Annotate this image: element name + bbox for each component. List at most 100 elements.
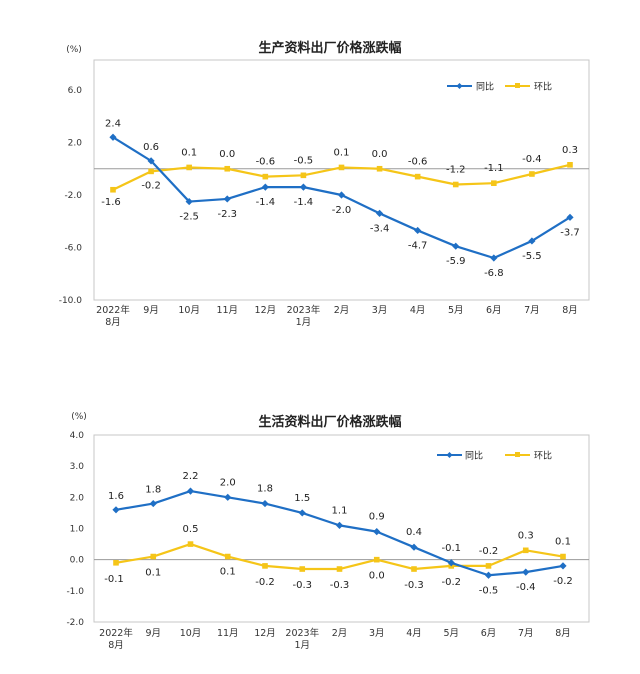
data-point-mom: [299, 566, 306, 572]
data-point-mom: [338, 164, 345, 171]
data-point-yoy: [186, 487, 195, 495]
legend-marker-yoy: [456, 83, 463, 89]
data-point-yoy: [261, 499, 269, 508]
x-tick-label: 8月: [105, 317, 121, 328]
data-point-mom: [148, 168, 154, 175]
data-point-mom: [373, 556, 380, 563]
data-label-yoy: -6.8: [484, 268, 504, 279]
data-point-yoy: [335, 521, 344, 529]
data-label-yoy: -2.5: [179, 212, 199, 223]
x-tick-label: 3月: [372, 305, 388, 316]
y-tick-label: 1.0: [70, 525, 85, 535]
x-tick-label: 2月: [332, 628, 348, 639]
data-label-yoy: 1.8: [145, 485, 161, 496]
data-label-yoy: -5.5: [522, 251, 542, 262]
data-label-yoy: 0.4: [406, 527, 422, 538]
data-label-yoy: -1.4: [294, 197, 314, 208]
data-point-yoy: [452, 242, 460, 250]
x-tick-label: 11月: [217, 628, 239, 639]
data-point-yoy: [373, 528, 381, 536]
legend-label-yoy: 同比: [476, 81, 494, 93]
legend-marker-mom: [515, 83, 520, 88]
data-label-mom: 0.1: [181, 147, 197, 158]
x-tick-label: 7月: [524, 305, 540, 316]
data-point-yoy: [223, 195, 231, 203]
plot-frame: [93, 59, 590, 301]
data-label-yoy: -4.7: [408, 240, 428, 251]
data-point-yoy: [261, 183, 269, 191]
x-tick-label: 8月: [108, 640, 124, 651]
data-label-yoy: 2.4: [105, 118, 121, 129]
chart-title: 生活资料出厂价格涨跌幅: [258, 414, 401, 430]
data-label-mom: 0.3: [562, 145, 578, 156]
data-label-mom: -0.2: [141, 180, 161, 191]
x-tick-label: 2月: [334, 305, 350, 316]
y-tick-label: 3.0: [70, 462, 85, 472]
legend: 同比 环比: [447, 81, 552, 93]
data-point-yoy: [224, 493, 232, 501]
data-label-yoy: -3.7: [560, 227, 580, 238]
data-point-yoy: [337, 191, 346, 199]
data-label-yoy: -3.4: [370, 223, 390, 234]
y-unit-label: (%): [71, 412, 87, 422]
y-tick-label: -10.0: [59, 296, 83, 306]
data-point-yoy: [410, 543, 418, 551]
data-point-mom: [485, 563, 492, 569]
data-label-mom: -0.3: [404, 580, 424, 591]
legend-marker-yoy: [446, 452, 453, 458]
data-label-yoy: 1.1: [332, 505, 348, 516]
y-tick-label: -2.0: [64, 191, 82, 201]
data-point-mom: [224, 165, 231, 172]
y-tick-label: 2.0: [70, 493, 85, 503]
data-label-mom: -1.2: [446, 165, 466, 176]
data-label-yoy: -1.4: [256, 197, 276, 208]
y-tick-label: -2.0: [66, 618, 84, 628]
data-point-yoy: [375, 209, 384, 217]
data-label-mom: 0.1: [334, 147, 350, 158]
data-label-mom: -0.1: [104, 574, 124, 585]
data-point-yoy: [559, 562, 567, 570]
data-point-yoy: [490, 254, 498, 262]
x-tick-label: 10月: [178, 305, 200, 316]
legend: 同比 环比: [437, 450, 552, 462]
data-point-mom: [262, 563, 268, 569]
data-label-mom: -0.4: [522, 154, 542, 165]
data-point-mom: [113, 559, 119, 566]
data-label-mom: -1.1: [484, 163, 504, 174]
data-point-mom: [452, 181, 459, 188]
x-tick-label: 12月: [255, 305, 277, 316]
legend-label-yoy: 同比: [465, 450, 483, 462]
data-point-yoy: [185, 197, 193, 206]
data-label-mom: 0.1: [555, 537, 571, 548]
data-point-yoy: [149, 499, 157, 508]
data-label-mom: 0.1: [145, 568, 161, 579]
x-tick-label: 2023年: [285, 627, 319, 639]
data-label-mom: 0.0: [372, 149, 388, 160]
data-point-mom: [376, 165, 383, 172]
data-point-mom: [560, 553, 566, 560]
legend-label-mom: 环比: [534, 450, 552, 462]
legend-marker-mom: [515, 452, 520, 457]
data-label-mom: 0.1: [220, 567, 236, 578]
data-label-yoy: -0.4: [516, 582, 536, 593]
data-point-yoy: [414, 226, 422, 235]
data-label-mom: -1.6: [101, 197, 121, 208]
data-label-yoy: -5.9: [446, 256, 466, 267]
data-point-yoy: [566, 213, 574, 221]
data-point-mom: [224, 553, 231, 560]
y-tick-label: 0.0: [70, 556, 85, 566]
data-label-yoy: -2.0: [332, 205, 352, 216]
x-tick-label: 9月: [143, 305, 159, 316]
data-point-yoy: [109, 133, 117, 141]
data-point-yoy: [147, 157, 155, 165]
data-label-yoy: -2.3: [217, 209, 237, 220]
data-point-yoy: [299, 183, 308, 191]
data-label-yoy: -0.5: [479, 585, 499, 596]
plot-frame: [93, 434, 590, 623]
data-point-yoy: [298, 509, 306, 517]
data-point-yoy: [112, 506, 120, 514]
x-tick-label: 11月: [216, 305, 238, 316]
x-tick-label: 8月: [555, 628, 571, 639]
chart-producer-goods: 生产资料出厂价格涨跌幅 (%) 6.0 2.0 -2.0 -6.0 -10.0 2022…: [59, 40, 590, 328]
